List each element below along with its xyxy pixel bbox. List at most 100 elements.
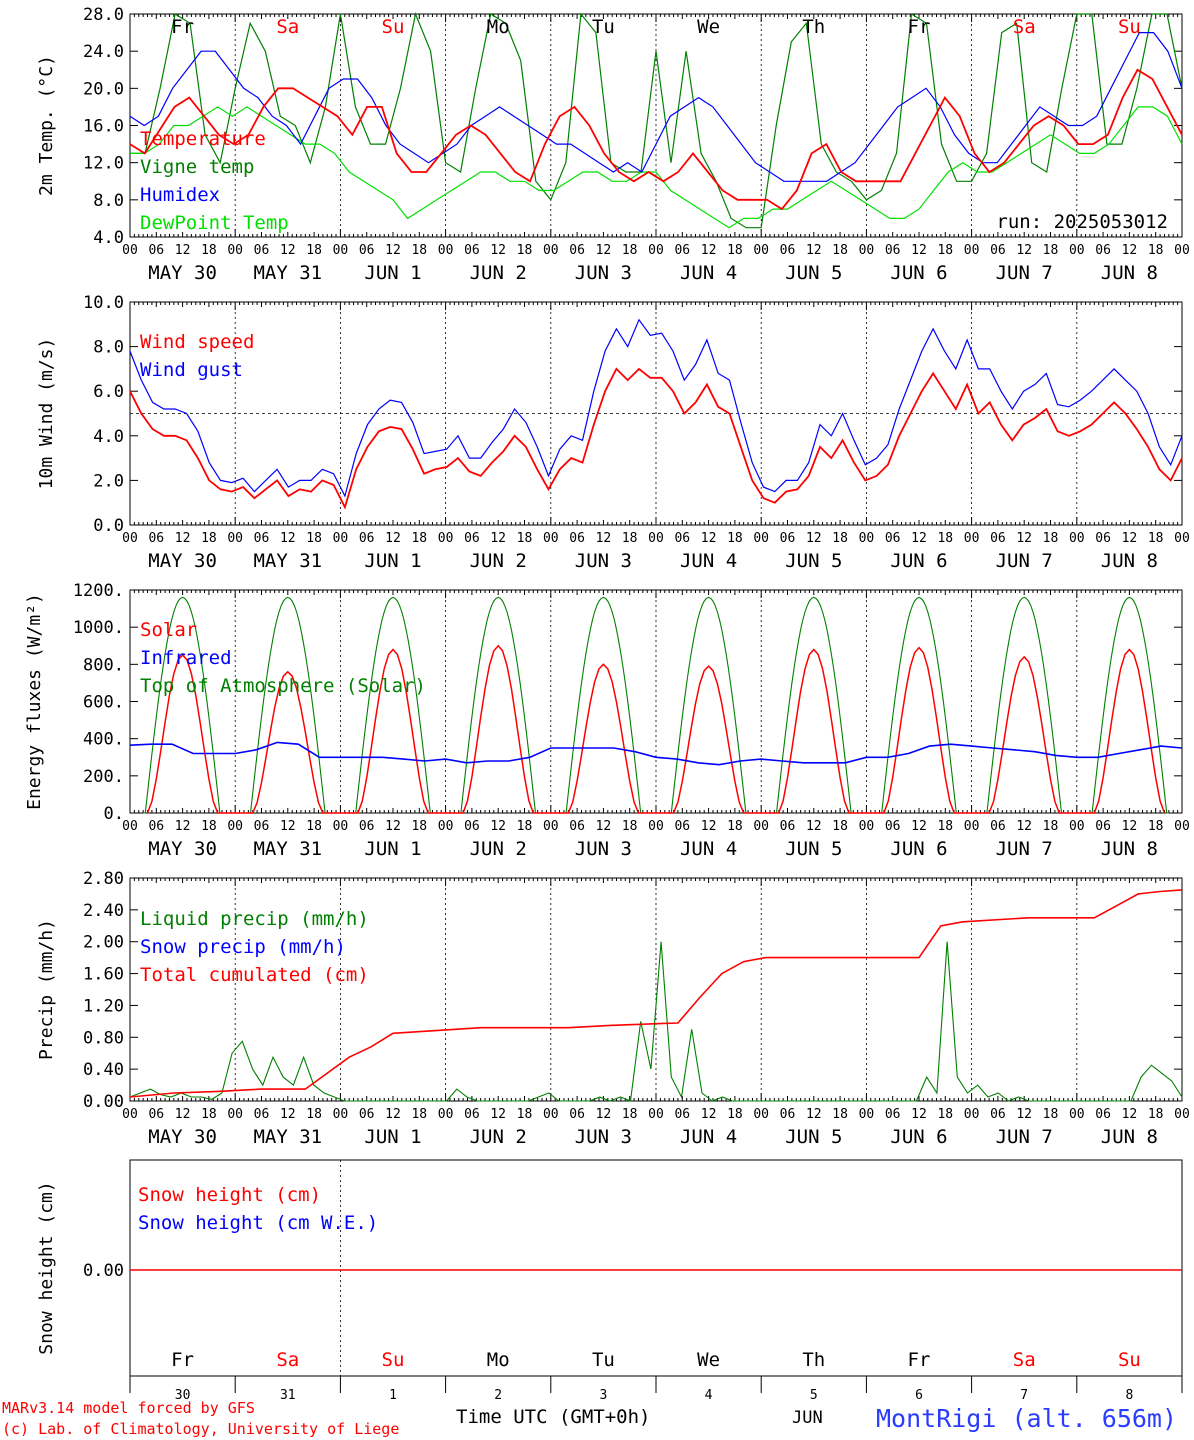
time-tick-label: 18 — [727, 531, 743, 546]
time-tick-label: 12 — [806, 243, 822, 258]
weekday-label: Sa — [276, 16, 299, 38]
date-label: MAY 30 — [148, 550, 217, 572]
date-label: MAY 31 — [253, 550, 322, 572]
date-label: MAY 31 — [253, 838, 322, 860]
time-tick-label: 00 — [438, 531, 454, 546]
date-label: JUN 8 — [1101, 1126, 1158, 1148]
time-tick-label: 00 — [964, 531, 980, 546]
time-tick-label: 18 — [832, 1107, 848, 1122]
time-tick-label: 12 — [596, 531, 612, 546]
time-tick-label: 18 — [832, 531, 848, 546]
time-tick-label: 06 — [569, 1107, 585, 1122]
time-tick-label: 06 — [148, 531, 164, 546]
day-number: 1 — [389, 1388, 397, 1403]
y-tick-label: 1000. — [73, 618, 124, 638]
time-tick-label: 18 — [517, 819, 533, 834]
panel-1: 00 06 12 18 00 06 12 18 00 06 12 18 00 06 12 18 00 06 12 18… — [36, 5, 1190, 284]
time-tick-label: 18 — [937, 819, 953, 834]
time-tick-label: 18 — [937, 243, 953, 258]
y-tick-label: 24.0 — [83, 42, 124, 62]
time-tick-label: 18 — [411, 1107, 427, 1122]
time-tick-label: 06 — [254, 1107, 270, 1122]
date-label: JUN 3 — [575, 262, 632, 284]
time-tick-label: 00 — [648, 1107, 664, 1122]
weekday-label: Su — [382, 1349, 405, 1371]
legend-entry: Solar — [140, 619, 197, 641]
date-label: JUN 4 — [680, 838, 737, 860]
time-tick-label: 06 — [674, 1107, 690, 1122]
time-tick-label: 18 — [1043, 1107, 1059, 1122]
series-line — [146, 644, 1166, 814]
time-tick-label: 18 — [306, 243, 322, 258]
weekday-label: Su — [1118, 1349, 1141, 1371]
time-tick-label: 12 — [596, 1107, 612, 1122]
date-label: MAY 30 — [148, 838, 217, 860]
time-tick-label: 18 — [1148, 531, 1164, 546]
time-tick-label: 18 — [727, 1107, 743, 1122]
date-label: JUN 4 — [680, 550, 737, 572]
y-tick-label: 20.0 — [83, 79, 124, 99]
time-tick-label: 06 — [990, 243, 1006, 258]
y-tick-label: 28.0 — [83, 5, 124, 25]
y-axis-title: 2m Temp. (°C) — [36, 55, 57, 196]
time-tick-label: 00 — [1069, 819, 1085, 834]
time-tick-label: 18 — [1148, 243, 1164, 258]
time-tick-label: 00 — [859, 819, 875, 834]
y-tick-label: 0.0 — [93, 516, 124, 536]
time-tick-label: 06 — [569, 531, 585, 546]
time-tick-label: 00 — [648, 243, 664, 258]
day-number: 5 — [810, 1388, 818, 1403]
day-number: 30 — [175, 1388, 191, 1403]
time-tick-label: 06 — [254, 819, 270, 834]
series-line — [129, 741, 1183, 766]
time-tick-label: 12 — [1122, 819, 1138, 834]
y-tick-label: 0.00 — [83, 1261, 124, 1281]
time-tick-label: 12 — [911, 1107, 927, 1122]
date-label: JUN 5 — [785, 838, 842, 860]
weekday-label: Th — [802, 16, 825, 38]
time-tick-label: 12 — [175, 1107, 191, 1122]
date-label: JUN 5 — [785, 550, 842, 572]
time-tick-label: 06 — [1095, 819, 1111, 834]
series-line — [129, 889, 1183, 1098]
legend-entry: Liquid precip (mm/h) — [140, 908, 369, 930]
time-tick-label: 00 — [227, 819, 243, 834]
legend-entry: Snow height (cm W.E.) — [138, 1212, 378, 1234]
series-line — [130, 11, 1183, 229]
weekday-label: Su — [1118, 16, 1141, 38]
weekday-label: Fr — [908, 16, 931, 38]
legend-entry: DewPoint Temp — [140, 212, 289, 234]
date-label: JUN 2 — [470, 550, 527, 572]
y-axis-title: Energy fluxes (W/m²) — [24, 593, 45, 810]
date-label: JUN 4 — [680, 1126, 737, 1148]
time-tick-label: 00 — [438, 819, 454, 834]
time-tick-label: 12 — [385, 1107, 401, 1122]
time-tick-label: 12 — [1016, 1107, 1032, 1122]
time-tick-label: 00 — [333, 531, 349, 546]
time-tick-label: 06 — [148, 1107, 164, 1122]
time-tick-label: 00 — [122, 1107, 138, 1122]
time-tick-label: 06 — [885, 1107, 901, 1122]
date-label: JUN 3 — [575, 550, 632, 572]
time-tick-label: 18 — [201, 243, 217, 258]
date-label: JUN 1 — [364, 550, 421, 572]
time-tick-label: 06 — [780, 1107, 796, 1122]
time-tick-label: 00 — [1174, 243, 1190, 258]
time-tick-label: 12 — [490, 531, 506, 546]
time-tick-label: 06 — [569, 819, 585, 834]
day-number: 6 — [915, 1388, 923, 1403]
time-tick-label: 00 — [964, 1107, 980, 1122]
weekday-label: We — [697, 16, 720, 38]
time-tick-label: 06 — [780, 819, 796, 834]
y-tick-label: 200. — [83, 767, 124, 787]
time-tick-label: 00 — [122, 531, 138, 546]
time-tick-label: 06 — [674, 243, 690, 258]
weekday-label: Sa — [1013, 1349, 1036, 1371]
date-label: JUN 7 — [996, 550, 1053, 572]
time-tick-label: 00 — [753, 1107, 769, 1122]
panel-5: 0.00 Snow height (cm) Snow height (cm) Snow… — [36, 1159, 1183, 1403]
station-label: MontRigi (alt. 656m) — [876, 1404, 1177, 1433]
time-tick-label: 06 — [148, 243, 164, 258]
time-tick-label: 00 — [859, 1107, 875, 1122]
